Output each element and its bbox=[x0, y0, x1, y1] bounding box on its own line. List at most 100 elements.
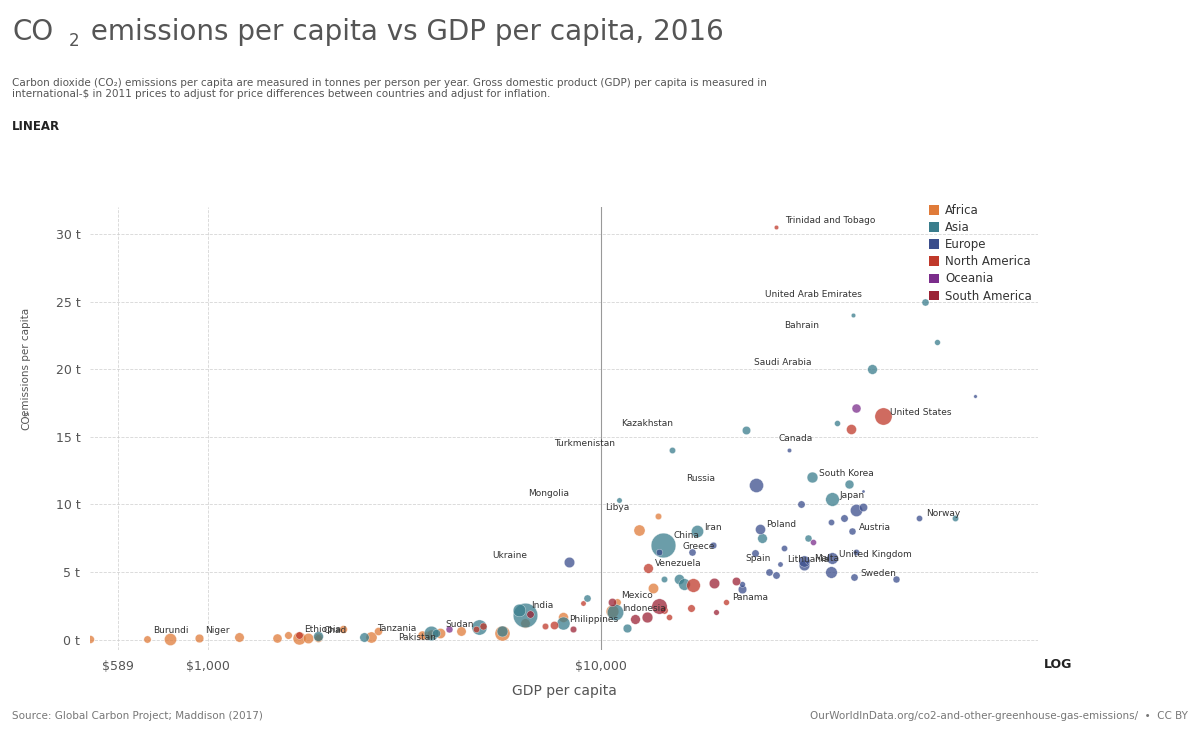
Point bbox=[426, 627, 445, 638]
Text: Ethiopia: Ethiopia bbox=[304, 625, 341, 634]
Text: Ukraine: Ukraine bbox=[492, 551, 528, 560]
Legend: Africa, Asia, Europe, North America, Oceania, South America: Africa, Asia, Europe, North America, Oce… bbox=[929, 204, 1032, 302]
Point bbox=[80, 633, 100, 644]
Point bbox=[886, 573, 905, 585]
Point bbox=[803, 471, 822, 483]
Point bbox=[574, 597, 593, 609]
Point bbox=[760, 566, 779, 578]
Point bbox=[515, 609, 534, 621]
Point bbox=[746, 480, 766, 491]
Text: Iran: Iran bbox=[704, 523, 721, 532]
Point bbox=[289, 632, 308, 644]
Point bbox=[704, 577, 724, 589]
Point bbox=[823, 493, 842, 505]
Point bbox=[553, 610, 572, 622]
Point bbox=[821, 566, 840, 578]
Point bbox=[797, 556, 816, 568]
Point bbox=[618, 622, 637, 634]
Point bbox=[662, 444, 682, 456]
Point bbox=[361, 631, 380, 643]
Text: Malta: Malta bbox=[814, 554, 839, 563]
Text: United Kingdom: United Kingdom bbox=[839, 550, 912, 559]
Text: United Arab Emirates: United Arab Emirates bbox=[766, 290, 862, 299]
Point bbox=[928, 336, 947, 348]
Text: emissions per capita: emissions per capita bbox=[22, 308, 31, 416]
Point bbox=[649, 600, 668, 612]
Text: South Korea: South Korea bbox=[820, 469, 874, 478]
Point bbox=[732, 578, 751, 590]
Point bbox=[416, 630, 436, 641]
Text: Poland: Poland bbox=[767, 520, 797, 529]
Point bbox=[607, 596, 626, 607]
Text: Chad: Chad bbox=[323, 626, 347, 635]
Text: Niger: Niger bbox=[205, 626, 229, 635]
Point bbox=[670, 573, 689, 585]
Point bbox=[654, 573, 673, 585]
Point bbox=[606, 607, 625, 619]
Point bbox=[750, 522, 769, 534]
Point bbox=[229, 630, 248, 642]
Text: Kazakhstan: Kazakhstan bbox=[622, 419, 673, 428]
Text: Austria: Austria bbox=[859, 523, 890, 532]
Point bbox=[602, 596, 622, 607]
Text: Libya: Libya bbox=[605, 503, 630, 511]
Point bbox=[431, 627, 450, 638]
Text: Sudan: Sudan bbox=[445, 620, 474, 629]
Point bbox=[674, 578, 694, 590]
Text: Mongolia: Mongolia bbox=[528, 489, 569, 498]
Text: Lithuania: Lithuania bbox=[787, 556, 829, 565]
Point bbox=[559, 556, 578, 568]
Point bbox=[653, 539, 672, 551]
Point bbox=[737, 424, 756, 436]
Text: Mexico: Mexico bbox=[620, 591, 653, 600]
Point bbox=[842, 525, 862, 537]
Point bbox=[844, 571, 863, 583]
Point bbox=[846, 545, 865, 557]
Point bbox=[412, 630, 431, 641]
Point bbox=[466, 623, 485, 635]
Point bbox=[1009, 147, 1028, 159]
Point bbox=[853, 485, 872, 497]
Point bbox=[821, 516, 840, 528]
Point bbox=[421, 627, 440, 639]
Text: 2: 2 bbox=[68, 32, 79, 50]
Text: China: China bbox=[674, 531, 700, 540]
Point bbox=[966, 390, 985, 402]
Text: Bahrain: Bahrain bbox=[784, 321, 818, 330]
Point bbox=[649, 545, 668, 557]
Point bbox=[684, 579, 703, 591]
Point bbox=[863, 364, 882, 375]
Point bbox=[841, 423, 860, 435]
Point bbox=[846, 504, 865, 516]
Point bbox=[688, 525, 707, 537]
Text: Philippines: Philippines bbox=[570, 615, 619, 624]
Text: OurWorldInData.org/co2-and-other-greenhouse-gas-emissions/  •  CC BY: OurWorldInData.org/co2-and-other-greenho… bbox=[810, 710, 1188, 721]
Point bbox=[916, 296, 935, 307]
Point bbox=[515, 617, 534, 629]
Text: Russia: Russia bbox=[686, 474, 715, 483]
Point bbox=[716, 596, 736, 607]
Point bbox=[421, 628, 440, 640]
Point bbox=[439, 623, 458, 635]
Point bbox=[473, 620, 492, 632]
Text: Indonesia: Indonesia bbox=[623, 604, 666, 613]
Text: Saudi Arabia: Saudi Arabia bbox=[754, 358, 811, 367]
Point bbox=[608, 494, 628, 506]
Text: Norway: Norway bbox=[926, 509, 960, 519]
Point bbox=[625, 613, 644, 625]
Point bbox=[854, 501, 874, 513]
Text: Burundi: Burundi bbox=[152, 626, 188, 636]
Point bbox=[451, 625, 470, 637]
Point bbox=[726, 576, 745, 588]
Point bbox=[946, 512, 965, 524]
Point bbox=[752, 532, 772, 544]
Point bbox=[577, 592, 596, 604]
Point bbox=[874, 411, 893, 423]
Text: Carbon dioxide (CO₂) emissions per capita are measured in tonnes per person per : Carbon dioxide (CO₂) emissions per capit… bbox=[12, 78, 767, 99]
Point bbox=[355, 631, 374, 643]
Point bbox=[659, 610, 678, 622]
Text: emissions per capita vs GDP per capita, 2016: emissions per capita vs GDP per capita, … bbox=[82, 18, 724, 47]
Text: Japan: Japan bbox=[839, 491, 864, 500]
Point bbox=[791, 498, 810, 510]
Point bbox=[766, 569, 785, 581]
